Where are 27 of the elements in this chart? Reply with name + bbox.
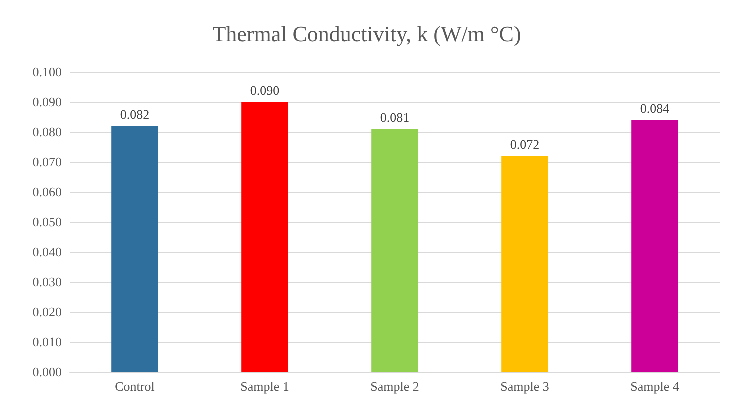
y-tick-label: 0.090: [32, 94, 62, 110]
data-label: 0.090: [250, 83, 280, 98]
y-tick-label: 0.060: [32, 184, 62, 200]
data-label: 0.084: [640, 101, 670, 116]
y-tick-label: 0.020: [32, 304, 62, 320]
bar: [112, 126, 158, 372]
x-tick-label: Control: [115, 379, 156, 394]
x-tick-label: Sample 1: [240, 379, 290, 394]
y-tick-label: 0.080: [32, 124, 62, 140]
y-tick-label: 0.040: [32, 244, 62, 260]
y-tick-label: 0.100: [32, 64, 62, 80]
y-tick-label: 0.030: [32, 274, 62, 290]
y-tick-label: 0.000: [32, 364, 62, 380]
y-tick-label: 0.070: [32, 154, 62, 170]
bar: [502, 156, 548, 372]
data-label: 0.082: [120, 107, 150, 122]
chart-title: Thermal Conductivity, k (W/m °C): [212, 22, 522, 46]
x-tick-label: Sample 4: [630, 379, 680, 394]
data-label: 0.081: [380, 110, 410, 125]
bar: [632, 120, 678, 372]
y-tick-label: 0.010: [32, 334, 62, 350]
y-tick-label: 0.050: [32, 214, 62, 230]
bar: [242, 102, 288, 372]
x-tick-label: Sample 3: [500, 379, 550, 394]
x-tick-label: Sample 2: [370, 379, 420, 394]
bar: [372, 129, 418, 372]
data-label: 0.072: [510, 137, 540, 152]
